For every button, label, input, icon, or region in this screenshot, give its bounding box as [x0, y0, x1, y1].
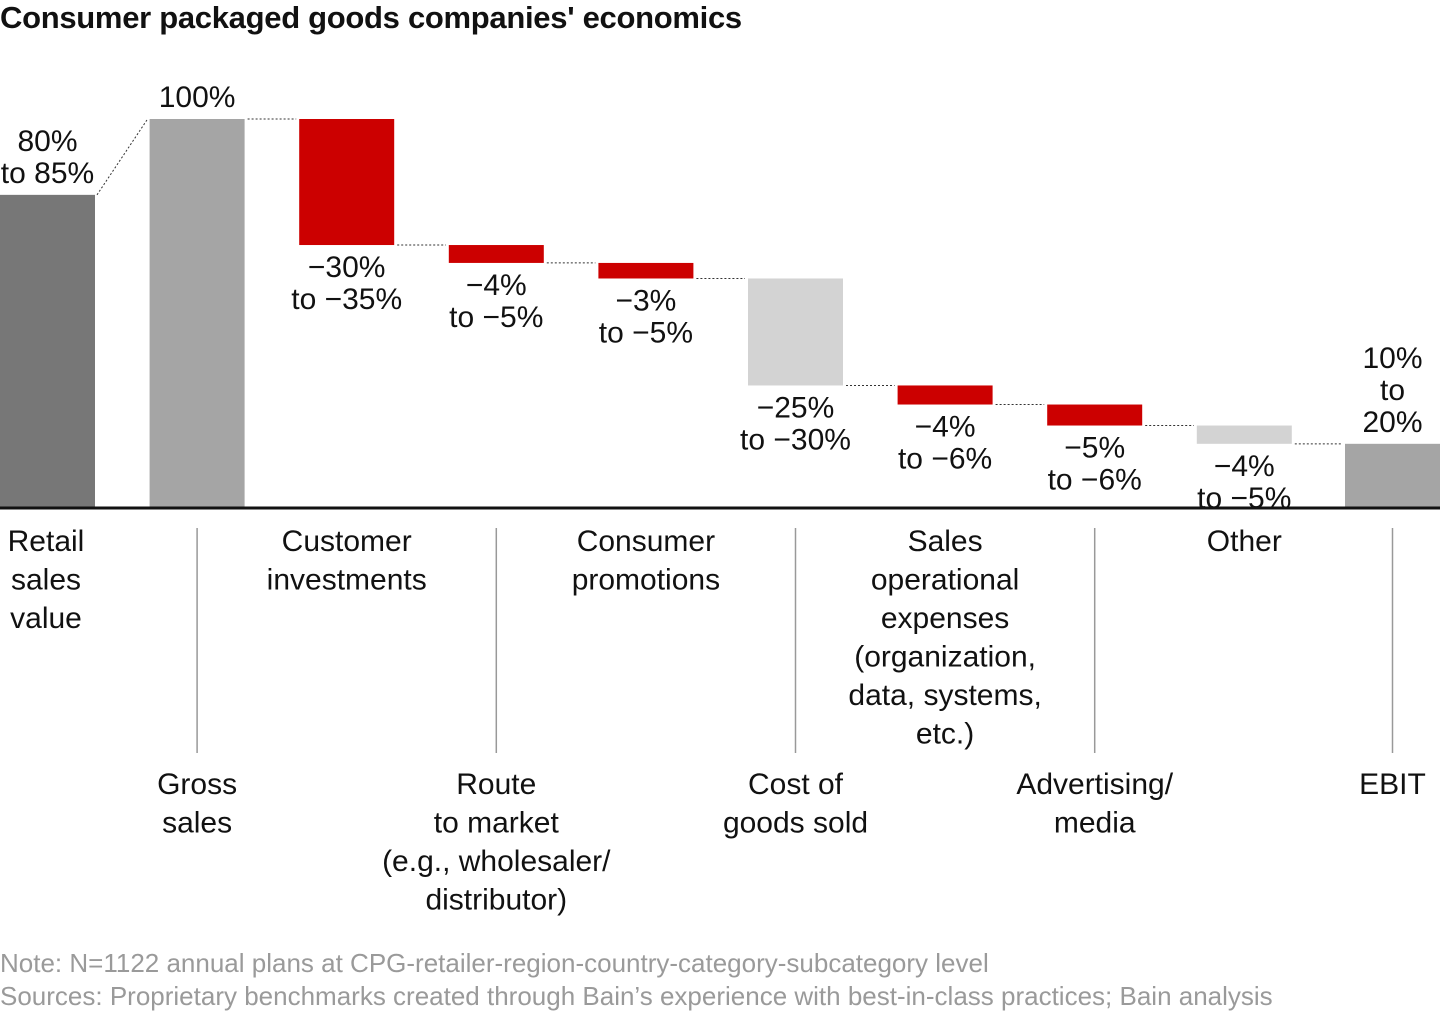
value-label: to −5% — [599, 316, 693, 349]
category-label: etc.) — [916, 718, 974, 751]
category-label: Customer — [282, 525, 412, 558]
value-label: to −5% — [1197, 482, 1291, 515]
bar — [897, 385, 993, 405]
category-label: Cost of — [748, 768, 844, 801]
bar — [149, 119, 245, 508]
value-label: to −6% — [1048, 464, 1142, 497]
category-label: media — [1054, 807, 1136, 840]
category-label: data, systems, — [848, 679, 1041, 712]
bar — [299, 119, 395, 246]
category-label: Consumer — [577, 525, 715, 558]
bar — [1196, 425, 1292, 444]
bar — [598, 262, 694, 279]
category-label: value — [10, 602, 82, 635]
category-label: Sales — [908, 525, 983, 558]
category-label: operational — [871, 564, 1019, 597]
category-label: goods sold — [723, 807, 868, 840]
category-label: EBIT — [1359, 768, 1426, 801]
category-label: investments — [267, 564, 427, 597]
chart-sources: Sources: Proprietary benchmarks created … — [0, 981, 1273, 1011]
category-label: promotions — [572, 564, 720, 597]
value-label: 20% — [1362, 406, 1422, 439]
category-label: expenses — [881, 602, 1009, 635]
value-label: to — [1380, 374, 1405, 407]
value-label: −25% — [757, 391, 835, 424]
value-label: −4% — [466, 269, 527, 302]
value-label: −5% — [1064, 432, 1125, 465]
bar — [448, 245, 544, 263]
bar — [748, 278, 843, 386]
connector-line — [96, 118, 149, 196]
chart-title: Consumer packaged goods companies' econo… — [0, 0, 742, 35]
value-label: −3% — [615, 284, 676, 317]
category-label: Advertising/ — [1016, 768, 1173, 801]
waterfall-chart: 80%to 85% Retail sales value 100% Gross sales −… — [0, 81, 1440, 917]
value-label: −4% — [1214, 450, 1275, 483]
category-label: Route — [456, 768, 536, 801]
value-label: to −6% — [898, 443, 992, 476]
value-label: 80% — [17, 125, 77, 158]
value-label: −30% — [308, 251, 386, 284]
category-label: to market — [434, 807, 560, 840]
bar — [1345, 443, 1440, 508]
category-label: (e.g., wholesaler/ — [382, 845, 611, 878]
value-label: −4% — [915, 411, 976, 444]
value-label: 10% — [1362, 342, 1422, 375]
value-label: to −30% — [740, 423, 851, 456]
bar — [0, 194, 95, 509]
category-label: Gross — [157, 768, 237, 801]
bar — [1047, 404, 1143, 426]
category-label: Retail — [8, 525, 85, 558]
category-label: Other — [1207, 525, 1282, 558]
category-label: (organization, — [854, 641, 1036, 674]
category-label: sales — [162, 807, 232, 840]
category-label: distributor) — [425, 884, 567, 917]
value-label: to −35% — [291, 283, 402, 316]
category-label: sales — [11, 564, 81, 597]
value-label: to −5% — [449, 301, 543, 334]
chart-note: Note: N=1122 annual plans at CPG-retaile… — [0, 948, 989, 978]
value-label: to 85% — [1, 157, 94, 190]
value-label: 100% — [159, 81, 236, 114]
